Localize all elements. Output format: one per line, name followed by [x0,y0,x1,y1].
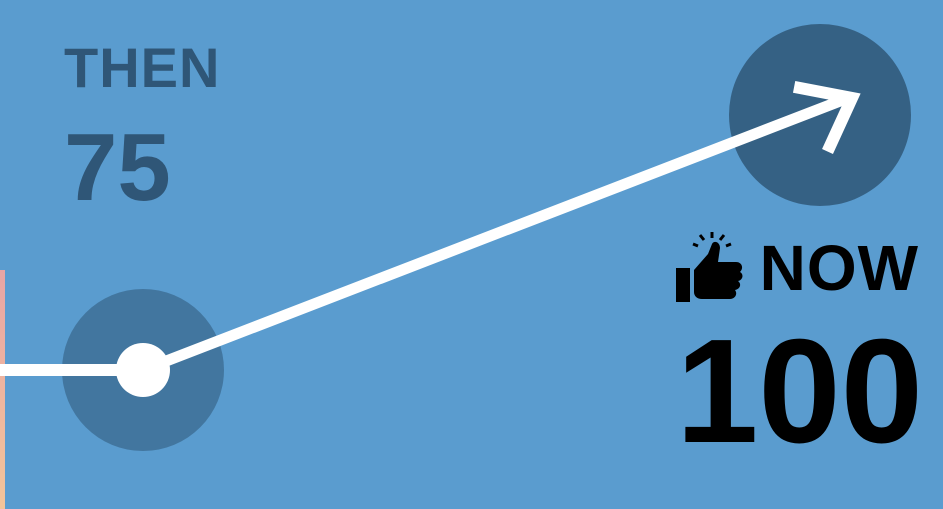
left-edge-stripe [0,0,5,509]
left-edge-accent [0,270,5,509]
now-value: 100 [676,309,923,474]
now-label: NOW [759,232,919,304]
now-header: NOW [674,232,919,304]
thumbs-up-icon [675,232,743,302]
arrowhead [792,80,861,154]
then-value: 75 [64,114,171,221]
end-circle [729,24,911,206]
then-label: THEN [64,36,221,99]
arrow-shaft [137,92,854,376]
start-point-dot [116,343,170,397]
